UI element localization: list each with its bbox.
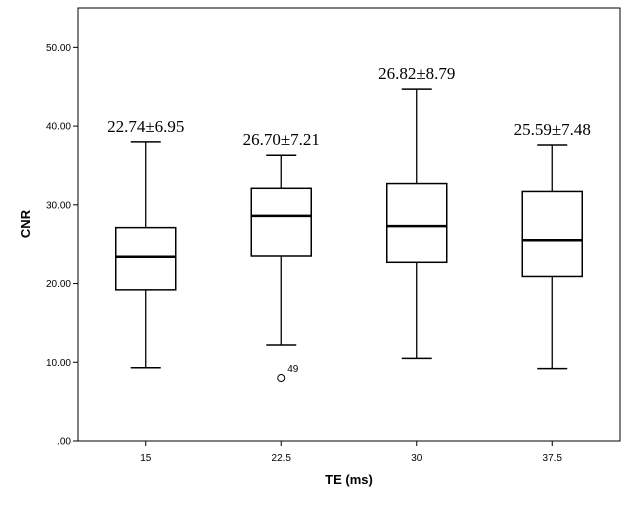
mean-sd-annotation: 26.82±8.79: [378, 64, 455, 83]
iqr-box: [115, 226, 177, 291]
box-30: 26.82±8.79: [378, 64, 455, 360]
x-tick-label: 22.5: [272, 453, 292, 464]
y-axis: .00 10.00 20.00 30.00 40.00 50.00: [46, 43, 78, 448]
box-15: 22.74±6.95: [107, 117, 184, 369]
box-22-5: 49 26.70±7.21: [243, 130, 320, 383]
mean-sd-annotation: 22.74±6.95: [107, 117, 184, 136]
x-axis-title: TE (ms): [325, 472, 373, 487]
x-tick-label: 15: [140, 453, 152, 464]
outlier-label: 49: [287, 364, 299, 375]
y-axis-title: CNR: [18, 209, 33, 238]
y-tick-label: .00: [57, 437, 71, 448]
y-tick-label: 50.00: [46, 43, 71, 54]
mean-sd-annotation: 26.70±7.21: [243, 130, 320, 149]
y-tick-label: 30.00: [46, 200, 71, 211]
iqr-box: [386, 182, 448, 264]
box-37-5: 25.59±7.48: [514, 120, 591, 370]
outlier-point: [277, 374, 286, 383]
boxes: 22.74±6.95 49 26.70±7.21 26.82±8.79 25.59±7.…: [107, 64, 591, 383]
x-axis: 15 22.5 30 37.5: [140, 441, 562, 464]
y-tick-label: 10.00: [46, 358, 71, 369]
iqr-box: [521, 190, 583, 278]
x-tick-label: 37.5: [543, 453, 563, 464]
mean-sd-annotation: 25.59±7.48: [514, 120, 591, 139]
y-tick-label: 40.00: [46, 122, 71, 133]
x-tick-label: 30: [411, 453, 423, 464]
iqr-box: [250, 187, 312, 257]
y-tick-label: 20.00: [46, 279, 71, 290]
